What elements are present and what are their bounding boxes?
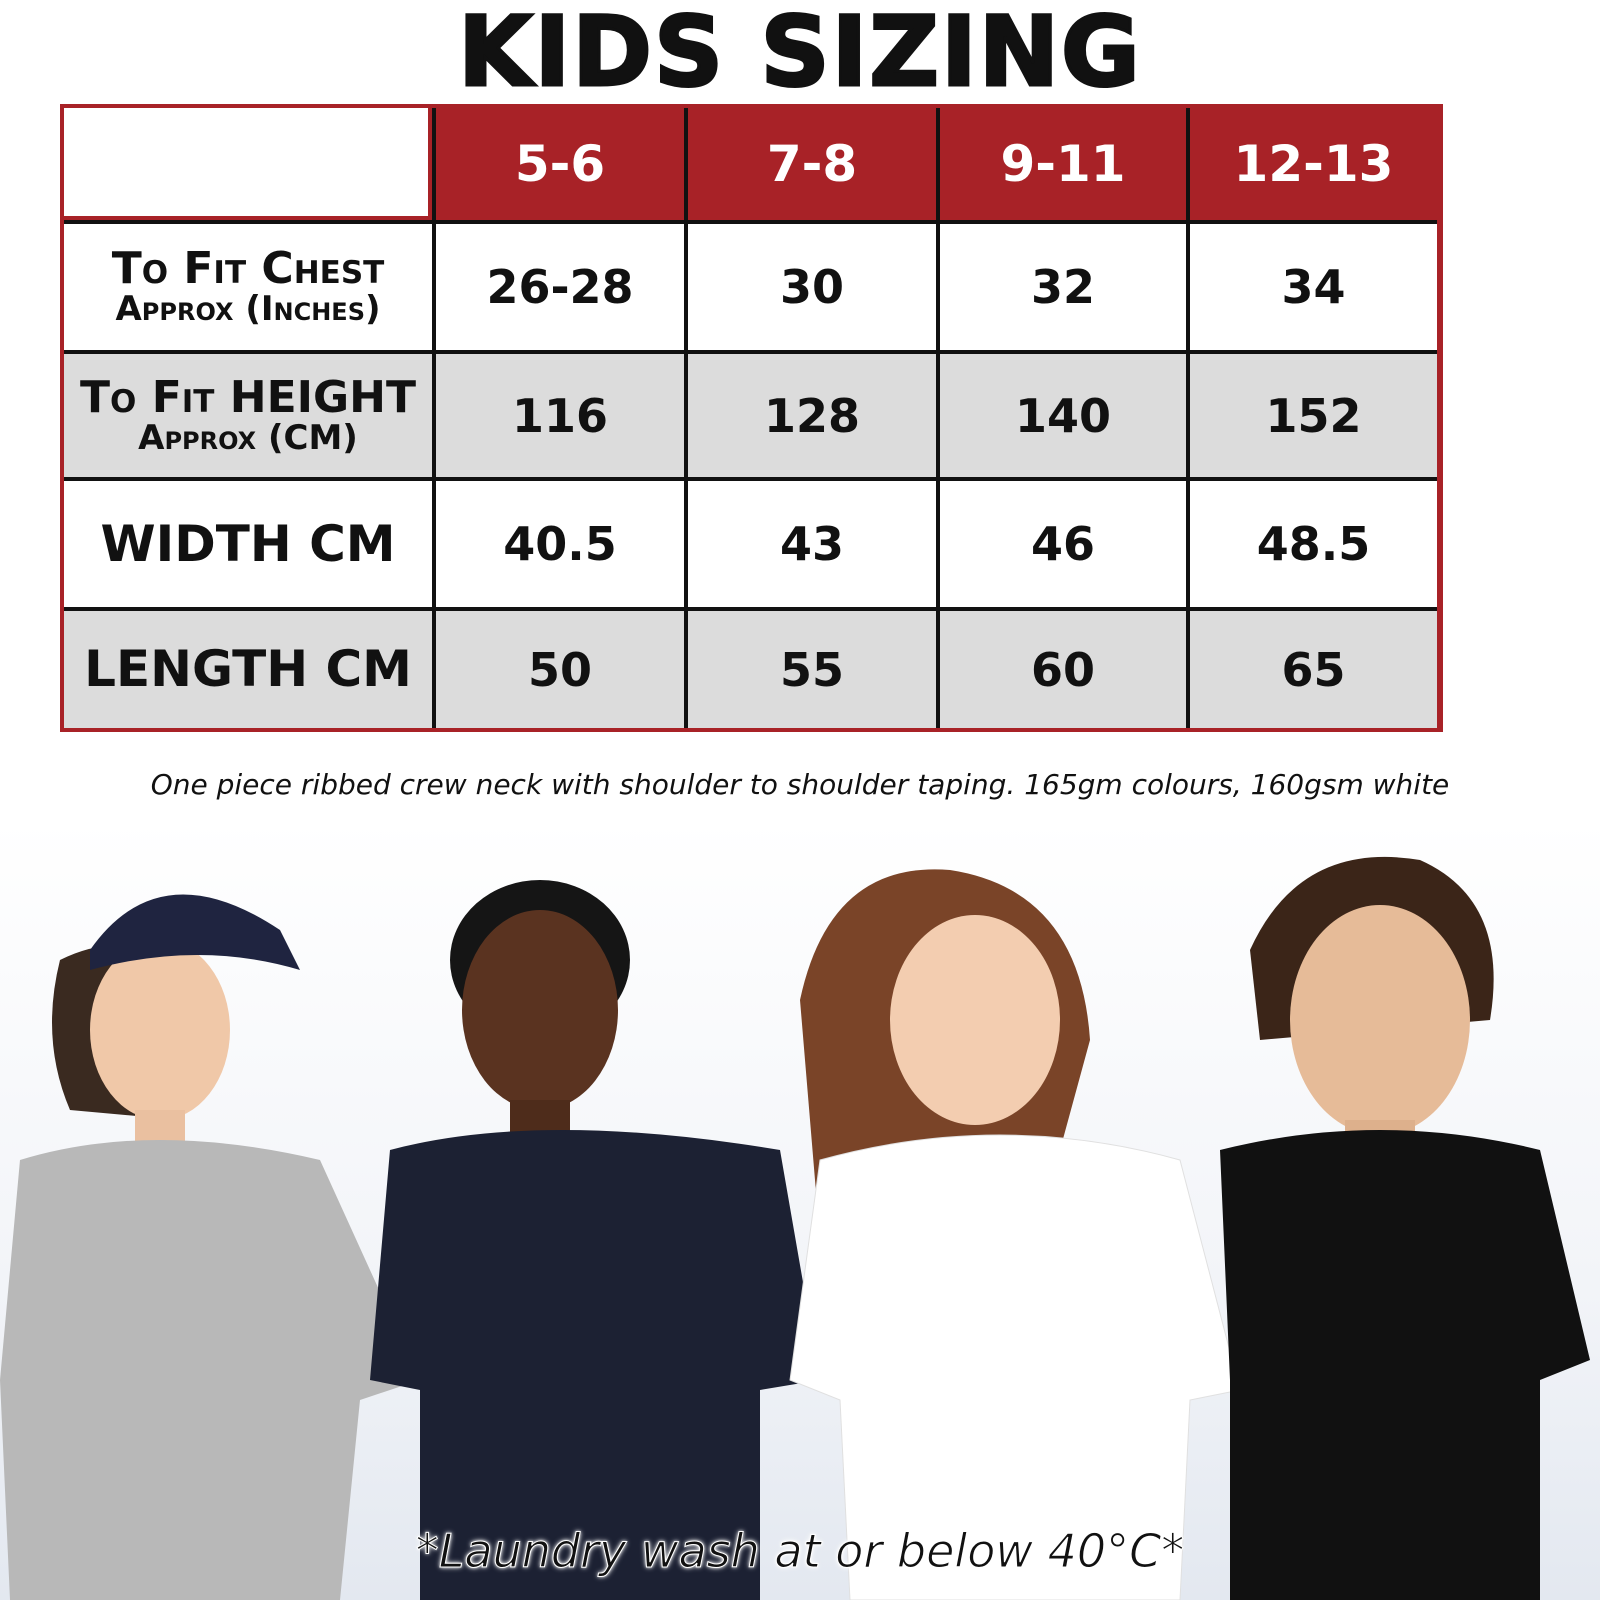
table-cell: 48.5 [1186, 477, 1437, 607]
corner-cell [64, 108, 432, 220]
row-label-height: To Fit HEIGHT Approx (CM) [64, 350, 432, 477]
table-cell: 128 [684, 350, 936, 477]
table-cell: 30 [684, 220, 936, 350]
page-title: KIDS SIZING [457, 0, 1142, 108]
kid-white-shirt [789, 869, 1241, 1600]
kids-illustration [0, 856, 1590, 1600]
row-label-length: LENGTH CM [64, 607, 432, 728]
column-header: 5-6 [432, 108, 684, 220]
table-cell: 152 [1186, 350, 1437, 477]
row-label-width: WIDTH CM [64, 477, 432, 607]
column-header: 12-13 [1186, 108, 1437, 220]
table-cell: 32 [936, 220, 1186, 350]
care-note: *Laundry wash at or below 40°C* [415, 1524, 1185, 1579]
table-cell: 55 [684, 607, 936, 728]
table-cell: 34 [1186, 220, 1437, 350]
kid-black-shirt [1220, 856, 1590, 1600]
table-cell: 46 [936, 477, 1186, 607]
row-label-chest: To Fit Chest Approx (Inches) [64, 220, 432, 350]
table-cell: 140 [936, 350, 1186, 477]
table-cell: 65 [1186, 607, 1437, 728]
row-label-line2: Approx (Inches) [115, 289, 381, 330]
row-label-line1: To Fit Chest [111, 243, 385, 295]
table-cell: 116 [432, 350, 684, 477]
table-cell: 50 [432, 607, 684, 728]
column-header: 7-8 [684, 108, 936, 220]
table-cell: 40.5 [432, 477, 684, 607]
size-chart-table: 5-6 7-8 9-11 12-13 To Fit Chest Approx (… [60, 104, 1443, 732]
row-label-line1: To Fit HEIGHT [80, 371, 416, 423]
kid-navy-shirt [370, 880, 820, 1600]
kid-grey-shirt [0, 894, 420, 1600]
row-label-line2: Approx (CM) [138, 417, 358, 458]
table-cell: 43 [684, 477, 936, 607]
column-header: 9-11 [936, 108, 1186, 220]
table-cell: 26-28 [432, 220, 684, 350]
product-description: One piece ribbed crew neck with shoulder… [150, 768, 1450, 801]
kids-photo: *Laundry wash at or below 40°C* [0, 820, 1600, 1600]
table-cell: 60 [936, 607, 1186, 728]
